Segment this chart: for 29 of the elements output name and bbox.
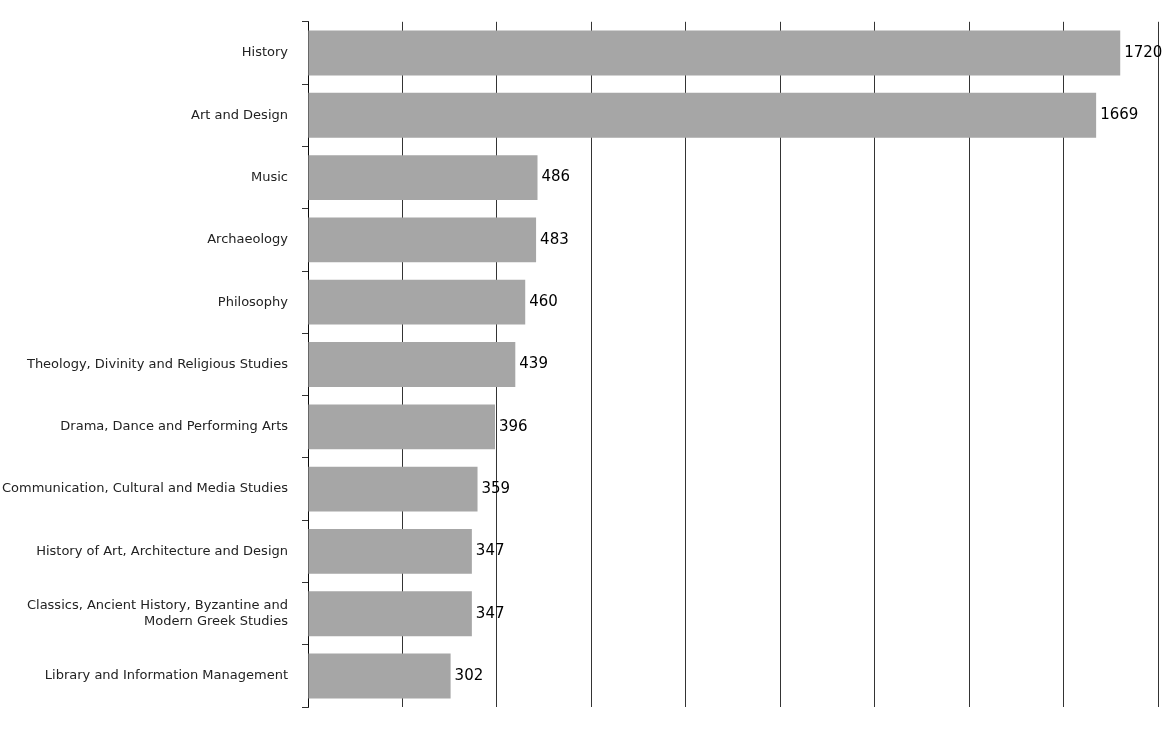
bar <box>308 466 478 512</box>
data-label: 460 <box>529 292 558 311</box>
y-tick-label: Music <box>251 168 288 184</box>
y-tick-label: Drama, Dance and Performing Arts <box>60 418 289 434</box>
data-label: 486 <box>541 167 571 186</box>
bar <box>308 155 538 200</box>
y-tick-label: Philosophy <box>217 293 289 309</box>
bar <box>308 30 1121 76</box>
y-tick-label: Communication, Cultural and Media Studies <box>1 480 289 496</box>
y-tick-label: Art and Design <box>191 106 288 122</box>
data-label: 439 <box>519 354 548 373</box>
y-tick-label: History <box>241 44 289 60</box>
bar <box>308 92 1097 138</box>
bar <box>308 279 526 325</box>
data-label: 1669 <box>1100 105 1139 124</box>
bar <box>308 591 472 637</box>
bar <box>308 529 472 574</box>
y-tick-label: Theology, Divinity and Religious Studies <box>25 355 289 371</box>
bar <box>308 217 537 263</box>
bar <box>308 342 516 387</box>
data-label: 302 <box>454 665 484 684</box>
y-tick-label: History of Art, Architecture and Design <box>36 542 288 558</box>
data-label: 483 <box>540 229 569 248</box>
y-tick-label: Library and Information Management <box>44 667 288 683</box>
data-label: 396 <box>499 416 528 435</box>
y-tick-label: Archaeology <box>207 231 289 247</box>
bar <box>308 404 495 450</box>
bar <box>308 653 451 699</box>
y-tick-label: Classics, Ancient History, Byzantine and Modern Greek Studies <box>26 597 289 628</box>
